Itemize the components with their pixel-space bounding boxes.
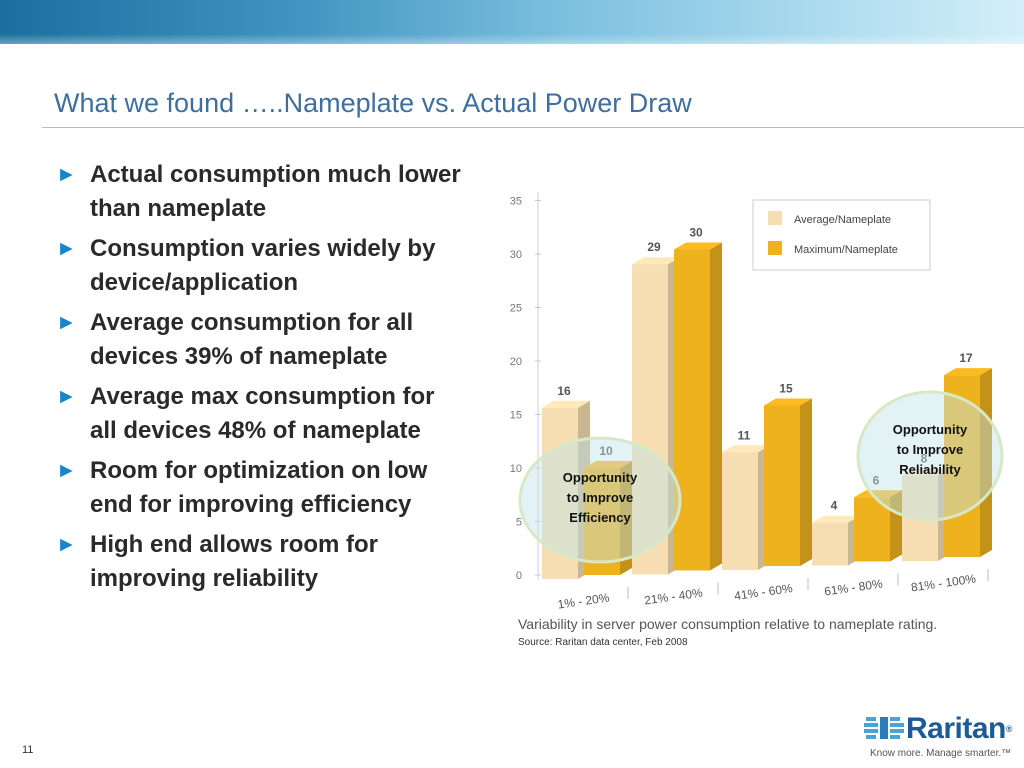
y-tick-label: 35 bbox=[510, 196, 522, 208]
bar-top bbox=[674, 242, 722, 250]
bullet-text: High end allows room for improving relia… bbox=[90, 531, 379, 592]
bullet-list: ► Actual consumption much lower than name… bbox=[56, 158, 466, 602]
raritan-logo: Raritan® Know more. Manage smarter.™ bbox=[864, 712, 1024, 768]
bar bbox=[674, 249, 710, 571]
bar-top bbox=[812, 515, 860, 523]
bar-value-label: 6 bbox=[873, 473, 880, 487]
bar-value-label: 17 bbox=[959, 351, 973, 365]
x-tick-label: 1% - 20% bbox=[557, 590, 611, 610]
bar-top bbox=[584, 461, 632, 468]
y-tick-label: 0 bbox=[516, 570, 522, 582]
logo-brand: Raritan bbox=[906, 712, 1006, 745]
bar-top bbox=[722, 445, 770, 453]
logo-wordmark: Raritan® bbox=[906, 712, 1013, 746]
annotation-text: to Improve bbox=[567, 490, 633, 505]
legend-swatch bbox=[768, 241, 782, 255]
logo-registered: ® bbox=[1005, 724, 1013, 734]
annotation-circle bbox=[518, 436, 682, 564]
bar-value-label: 16 bbox=[557, 384, 571, 398]
bullet-text: Actual consumption much lower than namep… bbox=[90, 161, 461, 222]
bar-value-label: 11 bbox=[738, 428, 751, 442]
bullet-arrow-icon: ► bbox=[56, 163, 77, 186]
x-tick-label: 21% - 40% bbox=[643, 585, 703, 607]
bar-side bbox=[890, 490, 902, 562]
bullet-text: Room for optimization on low end for imp… bbox=[90, 457, 428, 518]
bar bbox=[632, 264, 668, 575]
legend-box bbox=[752, 199, 931, 271]
bar-top bbox=[944, 368, 992, 376]
annotation-circle bbox=[856, 390, 1004, 522]
bar-value-label: 4 bbox=[831, 499, 838, 513]
bar-value-label: 8 bbox=[921, 451, 928, 465]
chart-source: Source: Raritan data center, Feb 2008 bbox=[518, 637, 688, 648]
title-divider bbox=[42, 127, 1024, 128]
chart-caption: Variability in server power consumption … bbox=[518, 616, 938, 632]
power-draw-chart: 0 5 10 15 20 25 30 35 16 10 1% - 20% 29 30 21% - 40% 1… bbox=[500, 180, 1020, 610]
annotation-text: to Improve bbox=[897, 442, 963, 457]
bar-side bbox=[710, 242, 722, 571]
y-tick-label: 25 bbox=[510, 303, 522, 315]
bullet-text: Average consumption for all devices 39% … bbox=[90, 309, 414, 370]
annotation-text: Efficiency bbox=[569, 510, 631, 525]
bar-value-label: 15 bbox=[779, 382, 793, 396]
bullet-arrow-icon: ► bbox=[56, 311, 77, 334]
bar-top bbox=[902, 468, 950, 476]
bullet-item: ► Actual consumption much lower than name… bbox=[56, 158, 466, 226]
slide-title: What we found …..Nameplate vs. Actual Po… bbox=[54, 88, 692, 118]
bar-top bbox=[542, 400, 590, 408]
bar bbox=[854, 497, 890, 562]
legend-label: Maximum/Nameplate bbox=[794, 244, 898, 256]
bullet-item: ► Consumption varies widely by device/app… bbox=[56, 232, 466, 300]
bullet-item: ► Average consumption for all devices 39%… bbox=[56, 306, 466, 374]
bar-value-label: 10 bbox=[599, 444, 613, 458]
bar-top bbox=[764, 398, 812, 406]
y-tick-label: 15 bbox=[510, 410, 522, 422]
y-tick-label: 5 bbox=[516, 517, 522, 529]
bar bbox=[584, 468, 620, 575]
bullet-text: Average max consumption for all devices … bbox=[90, 383, 435, 444]
y-tick-label: 30 bbox=[510, 249, 522, 261]
bar-top bbox=[854, 490, 902, 498]
bar-top bbox=[632, 257, 680, 265]
bullet-arrow-icon: ► bbox=[56, 237, 77, 260]
bullet-arrow-icon: ► bbox=[56, 459, 77, 482]
bar-value-label: 30 bbox=[689, 226, 703, 240]
logo-tagline: Know more. Manage smarter.™ bbox=[870, 748, 1012, 759]
bar bbox=[722, 452, 758, 570]
bullet-item: ► High end allows room for improving reli… bbox=[56, 528, 466, 596]
annotation-text: Opportunity bbox=[893, 422, 968, 437]
bar bbox=[812, 522, 848, 566]
legend-swatch bbox=[768, 211, 782, 225]
annotation-text: Reliability bbox=[899, 462, 961, 477]
raritan-logo-icon bbox=[864, 717, 904, 739]
bar-side bbox=[980, 368, 992, 557]
bullet-item: ► Average max consumption for all devices… bbox=[56, 380, 466, 448]
bar-chart-svg: 0 5 10 15 20 25 30 35 16 10 1% - 20% 29 30 21% - 40% 1… bbox=[510, 192, 1004, 610]
bar-value-label: 29 bbox=[647, 240, 661, 254]
header-band bbox=[0, 0, 1024, 44]
bar bbox=[764, 405, 800, 566]
legend-label: Average/Nameplate bbox=[794, 214, 891, 226]
bullet-arrow-icon: ► bbox=[56, 533, 77, 556]
bar-side bbox=[620, 461, 632, 575]
y-tick-label: 20 bbox=[510, 356, 522, 368]
bullet-arrow-icon: ► bbox=[56, 385, 77, 408]
bullet-text: Consumption varies widely by device/appl… bbox=[90, 235, 436, 296]
bar bbox=[542, 407, 578, 579]
annotation-text: Opportunity bbox=[563, 470, 638, 485]
bar-side bbox=[800, 398, 812, 566]
page-number: 11 bbox=[22, 744, 34, 756]
x-tick-label: 41% - 60% bbox=[733, 581, 793, 603]
x-tick-label: 61% - 80% bbox=[823, 576, 883, 598]
x-tick-label: 81% - 100% bbox=[910, 572, 977, 595]
y-tick-label: 10 bbox=[510, 463, 522, 475]
bullet-item: ► Room for optimization on low end for im… bbox=[56, 454, 466, 522]
